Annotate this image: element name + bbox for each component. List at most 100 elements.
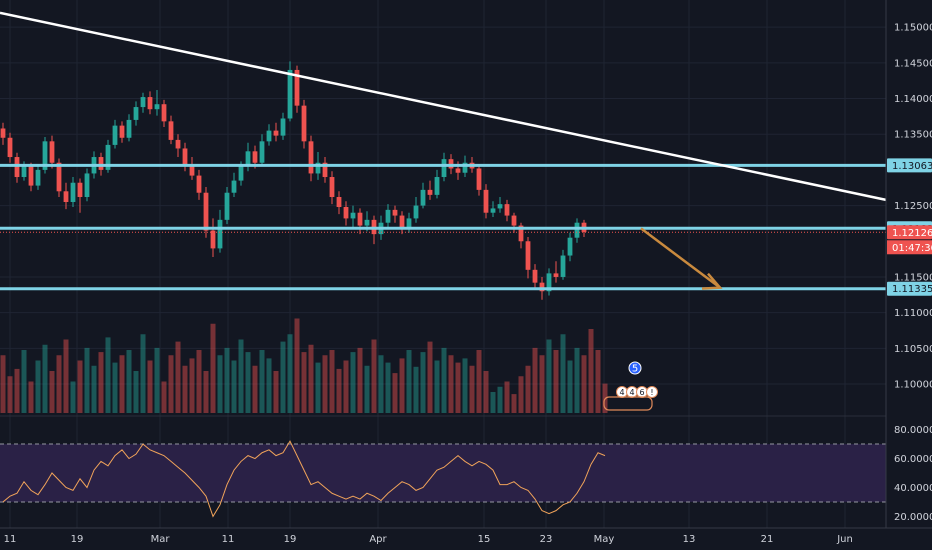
- time-tick-label: 19: [284, 534, 297, 545]
- projection-arrow[interactable]: [640, 227, 723, 290]
- candle-body: [308, 141, 314, 174]
- trendline-drawing[interactable]: [0, 11, 887, 202]
- volume-bar: [63, 339, 69, 413]
- candle-body: [105, 144, 111, 170]
- candle: [154, 89, 160, 116]
- rsi-indicator: [2, 440, 606, 518]
- volume-bar: [231, 360, 237, 413]
- event-badge-circle[interactable]: [646, 386, 658, 398]
- candle-body: [84, 173, 90, 198]
- candle-body: [42, 141, 48, 170]
- candle: [294, 65, 300, 113]
- candle-body: [217, 219, 223, 249]
- candle-body: [329, 177, 335, 198]
- candle: [322, 157, 328, 183]
- badge-top-circle[interactable]: [628, 361, 642, 375]
- price-axis-panel: [886, 0, 932, 550]
- volume-bar: [595, 350, 601, 413]
- candle: [49, 135, 55, 169]
- candle: [7, 132, 13, 163]
- candle: [574, 218, 580, 243]
- candle-body: [392, 209, 398, 216]
- candle-body: [420, 189, 426, 206]
- candle: [343, 201, 349, 226]
- volume-bar: [140, 334, 146, 413]
- candle-body: [350, 212, 356, 219]
- event-badge[interactable]: !: [646, 386, 658, 398]
- candle-body: [504, 204, 510, 216]
- horizontal-levels[interactable]: [0, 163, 886, 291]
- volume-bar: [252, 365, 258, 413]
- volume-bar: [147, 360, 153, 413]
- candle-body: [98, 157, 104, 170]
- candle-body: [406, 218, 412, 229]
- volume-bar: [364, 365, 370, 413]
- time-tick-label: May: [594, 534, 615, 545]
- candle: [287, 61, 293, 122]
- arrow-shaft[interactable]: [640, 227, 721, 289]
- candle: [567, 232, 573, 262]
- price-tick-label: 1.11500: [894, 272, 932, 283]
- time-tick-label: 15: [478, 534, 491, 545]
- candle-body: [560, 255, 566, 277]
- volume-bar: [455, 362, 461, 413]
- candle-body: [336, 197, 342, 207]
- candle-body: [245, 151, 251, 167]
- volume-bar: [427, 341, 433, 413]
- volume-bar: [91, 365, 97, 413]
- candle-body: [364, 219, 370, 226]
- candle: [273, 122, 279, 142]
- candle-body: [161, 104, 167, 122]
- volume-bar: [525, 365, 531, 413]
- price-tag-label: 1.11335: [892, 284, 932, 295]
- candle-body: [322, 162, 328, 178]
- candle: [525, 236, 531, 279]
- candle: [42, 137, 48, 174]
- rsi-band-fill: [0, 444, 886, 502]
- event-flag-cluster[interactable]: [603, 396, 653, 411]
- price-tag-label: 1.12126: [892, 228, 932, 239]
- badge-top-label: 5: [632, 364, 638, 375]
- candle: [392, 205, 398, 223]
- candle: [350, 205, 356, 227]
- volume-bar: [399, 358, 405, 413]
- badge-top-marker[interactable]: 5: [628, 361, 642, 375]
- time-tick-label: 23: [540, 534, 553, 545]
- volume-bar: [98, 352, 104, 413]
- trendline[interactable]: [0, 11, 887, 202]
- event-badge[interactable]: 4: [616, 386, 628, 398]
- event-badge[interactable]: 4: [626, 386, 638, 398]
- candle: [231, 172, 237, 198]
- candle-body: [455, 168, 461, 173]
- volume-bar: [371, 339, 377, 413]
- candle: [441, 152, 447, 182]
- volume-bar: [350, 352, 356, 413]
- candle: [504, 199, 510, 222]
- candle-body: [266, 130, 272, 142]
- event-badge[interactable]: 6: [636, 386, 648, 398]
- arrow-head[interactable]: [701, 272, 723, 290]
- candle: [203, 187, 209, 238]
- candle-body: [385, 209, 391, 223]
- volume-bar: [448, 355, 454, 413]
- candle: [168, 115, 174, 145]
- candle-body: [0, 128, 6, 138]
- volume-bar: [21, 350, 27, 413]
- time-tick-label: Jun: [836, 534, 853, 545]
- candle-body: [224, 192, 230, 220]
- candle-body: [476, 168, 482, 190]
- rsi-line: [2, 440, 606, 518]
- candle: [427, 180, 433, 200]
- event-badge-label: 4: [629, 388, 634, 397]
- candle-body: [126, 119, 132, 138]
- event-markers[interactable]: 54 4 6!: [603, 361, 658, 411]
- volume-bars: [0, 318, 608, 413]
- candle: [28, 162, 34, 192]
- volume-bar: [322, 355, 328, 413]
- candle: [553, 261, 559, 283]
- candle-body: [287, 69, 293, 119]
- volume-bar: [574, 347, 580, 413]
- candle: [217, 209, 223, 253]
- volume-bar: [385, 362, 391, 413]
